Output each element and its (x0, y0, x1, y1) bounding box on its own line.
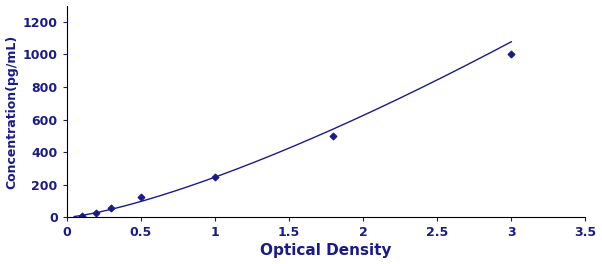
Y-axis label: Concentration(pg/mL): Concentration(pg/mL) (5, 34, 19, 188)
X-axis label: Optical Density: Optical Density (260, 243, 392, 258)
